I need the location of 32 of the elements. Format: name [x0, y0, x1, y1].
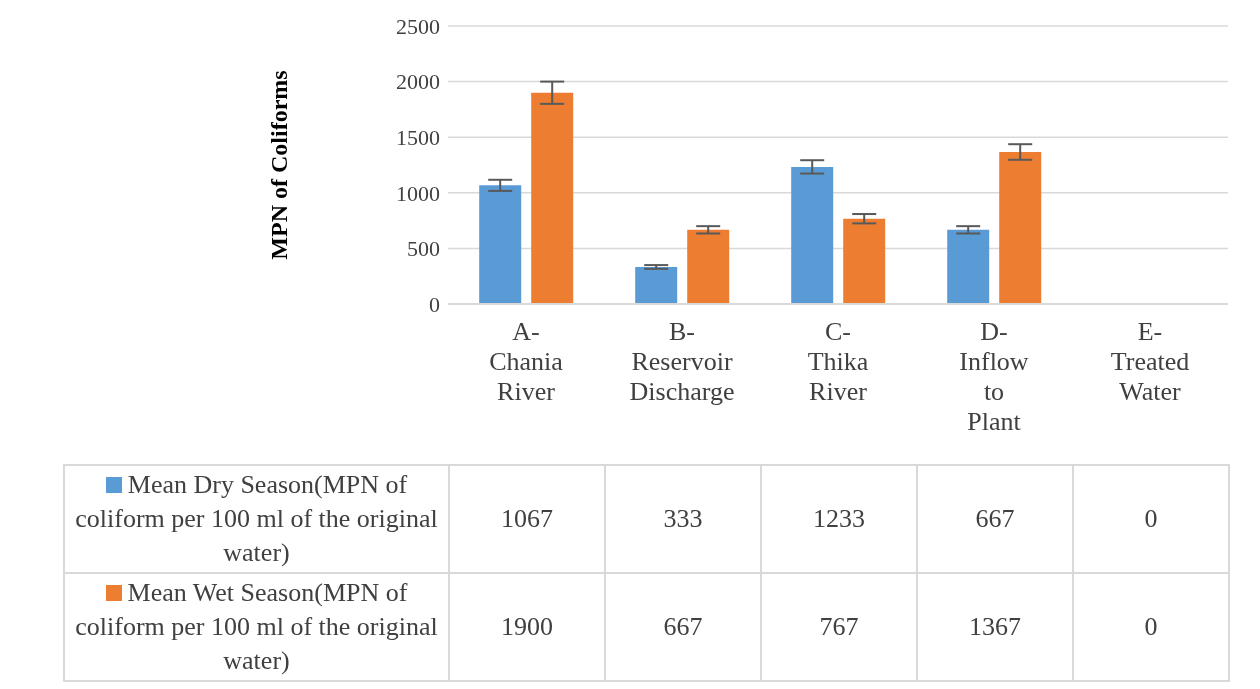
bar — [999, 151, 1042, 304]
bar — [947, 229, 990, 304]
x-tick-label: B-Reservoir Discharge — [629, 317, 735, 406]
y-axis-title: MPN of Coliforms — [265, 70, 292, 260]
y-tick-label: 500 — [407, 236, 440, 262]
y-tick-label: 2000 — [396, 69, 440, 95]
y-tick-label: 0 — [429, 291, 440, 317]
data-label: 0 — [1073, 573, 1229, 681]
y-tick-label: 2500 — [396, 13, 440, 39]
legend-label: Mean Wet Season(MPN of coliform per 100 ml of the original water) — [64, 573, 449, 681]
bar — [791, 166, 834, 304]
data-label: 1367 — [917, 573, 1073, 681]
x-tick-label: C-Thika River — [807, 317, 869, 406]
y-tick-label: 1500 — [396, 125, 440, 151]
bar — [843, 218, 886, 304]
x-tick-label: D-Inflow to Plant — [959, 317, 1029, 436]
x-tick-label: A-Chania River — [489, 317, 564, 406]
legend-label: Mean Dry Season(MPN of coliform per 100 ml of the original water) — [64, 465, 449, 573]
data-label: 1233 — [761, 465, 917, 573]
data-label: 767 — [761, 573, 917, 681]
x-tick-label: E-Treated Water — [1110, 317, 1190, 406]
bar — [479, 185, 522, 304]
data-label: 667 — [605, 573, 761, 681]
data-label: 0 — [1073, 465, 1229, 573]
bar — [635, 266, 678, 304]
bar — [687, 229, 730, 304]
data-label: 1067 — [449, 465, 605, 573]
y-tick-label: 1000 — [396, 180, 440, 206]
data-label: 333 — [605, 465, 761, 573]
data-label: 667 — [917, 465, 1073, 573]
bar — [531, 92, 574, 304]
data-label: 1900 — [449, 573, 605, 681]
